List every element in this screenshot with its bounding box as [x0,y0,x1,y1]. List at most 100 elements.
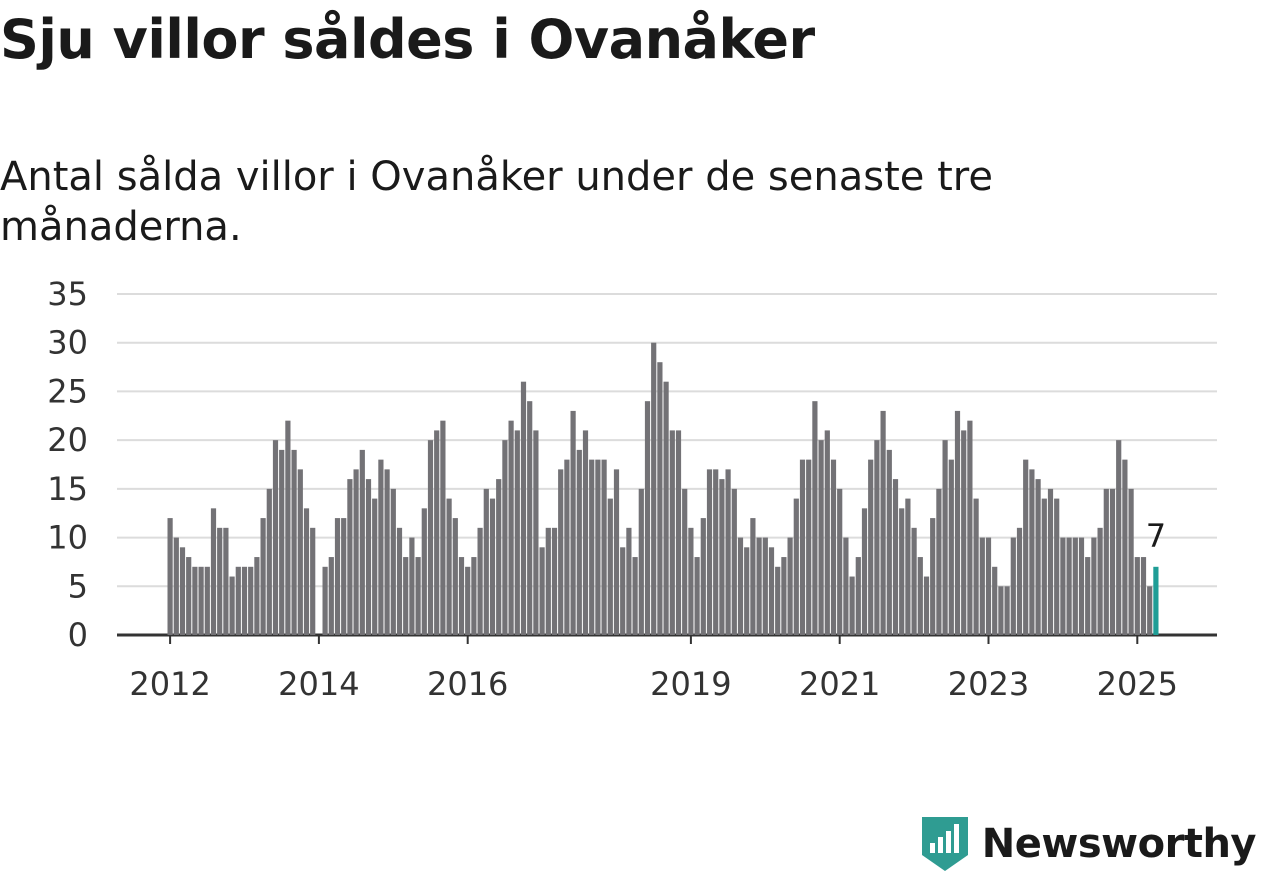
bar [1041,498,1047,635]
bar [1016,527,1023,635]
bar [527,401,533,635]
bar [675,430,682,635]
bar [843,537,849,635]
bar [787,537,793,635]
bar [415,557,421,635]
bar [595,459,601,635]
bar [1122,459,1128,635]
y-tick-label: 0 [68,616,88,654]
bar [861,508,868,635]
chart-title: Sju villor såldes i Ovanåker [0,8,815,71]
bar [1140,557,1147,635]
bar [1116,440,1122,635]
bar [235,566,241,635]
bar [942,440,948,635]
bar [372,498,378,635]
bar [192,566,198,635]
bar [508,420,514,635]
bar [496,479,502,635]
bar [663,381,669,635]
y-tick-label: 10 [47,519,88,557]
y-tick-label: 35 [47,275,88,313]
bar [322,566,328,635]
bar [353,469,359,635]
bar [589,459,595,635]
bar [328,557,334,635]
bar [1134,557,1140,635]
bar [359,449,365,635]
bar [167,518,173,635]
bar [1023,459,1029,635]
bar [254,557,260,635]
bar [272,440,279,635]
bars [167,342,1159,635]
y-tick-label: 5 [68,567,88,605]
bar [186,557,192,635]
bar [719,479,725,635]
y-tick-label: 25 [47,372,88,410]
bar [1097,527,1103,635]
bar [396,527,403,635]
bar [868,459,874,635]
bar [1091,537,1097,635]
bar [1103,488,1109,635]
bar [880,410,886,635]
bar [750,518,756,635]
bar [1078,537,1085,635]
bar [1066,537,1072,635]
bar [651,342,657,635]
bar [223,527,229,635]
bar [682,488,688,635]
bar [241,566,248,635]
bar [992,566,998,635]
bar [632,557,638,635]
bar [384,469,390,635]
bar [1004,586,1010,635]
bar [954,410,961,635]
brand-name: Newsworthy [981,821,1257,867]
newsworthy-logo-icon [921,817,968,871]
bar [886,449,892,635]
bar [427,440,434,635]
bar [347,479,353,635]
bar [620,547,626,635]
bar [638,488,644,635]
bar [248,566,254,635]
bar [545,527,551,635]
bar [217,527,223,635]
bar [198,566,204,635]
bar [899,508,905,635]
bar [756,537,762,635]
bar [948,459,954,635]
bar [341,518,347,635]
bar [998,586,1004,635]
bar [812,401,818,635]
bar [644,401,651,635]
bar [694,557,700,635]
y-tick-label: 20 [47,421,88,459]
bar [1072,537,1078,635]
bar [539,547,545,635]
bar [725,469,731,635]
bar [452,518,458,635]
bar [446,498,452,635]
bar [979,537,985,635]
bar [551,527,558,635]
bar [421,508,427,635]
bar [1035,479,1041,635]
bar [768,547,775,635]
bar [285,420,291,635]
bar [731,488,737,635]
bar [762,537,768,635]
bar [434,430,440,635]
bar [973,498,979,635]
bar [260,518,266,635]
bar [291,449,297,635]
bar [824,430,830,635]
newsworthy-brand: Newsworthy [920,815,1257,873]
bar [279,449,285,635]
bar [601,459,607,635]
bar [967,420,973,635]
bar [1109,488,1116,635]
bar [830,459,837,635]
